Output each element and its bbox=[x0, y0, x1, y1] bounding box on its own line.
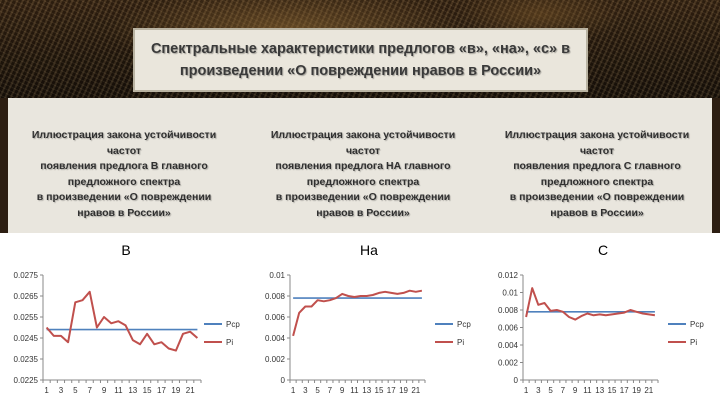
caption-line: появления предлога С главного bbox=[513, 160, 681, 172]
series-line-pi bbox=[292, 289, 423, 337]
x-tick-label: 11 bbox=[583, 386, 592, 395]
x-tick-label: 21 bbox=[186, 386, 195, 395]
caption-line: в произведении «О повреждении bbox=[509, 191, 685, 203]
y-tick-label: 0.0255 bbox=[14, 313, 39, 322]
caption-line: предложного спектра bbox=[306, 175, 420, 188]
x-tick-label: 1 bbox=[291, 386, 296, 395]
caption-line: в произведении «О повреждении bbox=[275, 191, 451, 203]
band-edge-right bbox=[712, 98, 720, 233]
y-tick-label: 0.0245 bbox=[14, 334, 39, 343]
legend-label-pcp: Pcp bbox=[226, 320, 240, 329]
y-tick-label: 0.002 bbox=[498, 359, 519, 368]
chart-na-title: На bbox=[360, 242, 378, 258]
x-tick-label: 15 bbox=[608, 386, 617, 395]
caption-line: в произведении «О повреждении bbox=[36, 191, 212, 203]
x-tick-label: 11 bbox=[114, 386, 123, 395]
title-box: Спектральные характеристики предлогов «в… bbox=[133, 28, 588, 92]
caption-v: Иллюстрация закона устойчивости частот п… bbox=[14, 128, 234, 221]
x-tick-label: 9 bbox=[340, 386, 345, 395]
series-line-pi bbox=[525, 287, 656, 321]
caption-band bbox=[0, 98, 720, 233]
caption-line: нравов в России» bbox=[316, 206, 410, 219]
chart-v-title: В bbox=[121, 242, 131, 258]
y-tick-label: 0.006 bbox=[265, 313, 286, 322]
caption-line: нравов в России» bbox=[77, 206, 171, 219]
x-tick-label: 5 bbox=[73, 386, 78, 395]
x-tick-label: 13 bbox=[128, 386, 137, 395]
x-tick-label: 3 bbox=[536, 386, 541, 395]
x-tick-label: 3 bbox=[59, 386, 64, 395]
legend-label-pi: Pi bbox=[457, 338, 464, 347]
caption-line: предложного спектра bbox=[540, 175, 654, 188]
x-tick-label: 11 bbox=[350, 386, 359, 395]
y-tick-label: 0.0225 bbox=[14, 376, 39, 385]
x-tick-label: 7 bbox=[87, 386, 92, 395]
slide-title: Спектральные характеристики предлогов «в… bbox=[150, 41, 571, 79]
y-tick-label: 0 bbox=[514, 376, 519, 385]
x-tick-label: 7 bbox=[561, 386, 566, 395]
x-tick-label: 9 bbox=[573, 386, 578, 395]
y-tick-label: 0.004 bbox=[265, 334, 286, 343]
x-tick-label: 5 bbox=[315, 386, 320, 395]
y-tick-label: 0.006 bbox=[498, 324, 519, 333]
x-tick-label: 3 bbox=[303, 386, 308, 395]
legend-label-pcp: Pcp bbox=[690, 320, 704, 329]
caption-line: Иллюстрация закона устойчивости частот bbox=[270, 129, 456, 157]
y-tick-label: 0.008 bbox=[265, 292, 286, 301]
y-tick-label: 0.004 bbox=[498, 341, 519, 350]
legend-label-pi: Pi bbox=[690, 338, 697, 347]
x-tick-label: 17 bbox=[157, 386, 166, 395]
x-tick-label: 1 bbox=[524, 386, 529, 395]
chart-s-title: С bbox=[597, 242, 609, 258]
caption-s: Иллюстрация закона устойчивости частот п… bbox=[487, 128, 707, 221]
x-tick-label: 19 bbox=[171, 386, 180, 395]
y-tick-label: 0.012 bbox=[498, 271, 519, 280]
caption-line: предложного спектра bbox=[67, 175, 181, 188]
y-tick-label: 0 bbox=[281, 376, 286, 385]
x-tick-label: 15 bbox=[375, 386, 384, 395]
x-tick-label: 1 bbox=[44, 386, 49, 395]
x-tick-label: 5 bbox=[548, 386, 553, 395]
x-tick-label: 7 bbox=[328, 386, 333, 395]
y-tick-label: 0.002 bbox=[265, 355, 286, 364]
y-tick-label: 0.0235 bbox=[14, 355, 39, 364]
x-tick-label: 17 bbox=[387, 386, 396, 395]
x-tick-label: 19 bbox=[399, 386, 408, 395]
x-tick-label: 19 bbox=[632, 386, 641, 395]
legend-label-pcp: Pcp bbox=[457, 320, 471, 329]
caption-line: появления предлога В главного bbox=[40, 160, 208, 172]
x-tick-label: 21 bbox=[644, 386, 653, 395]
caption-line: Иллюстрация закона устойчивости частот bbox=[504, 129, 690, 157]
y-tick-label: 0.0265 bbox=[14, 292, 39, 301]
caption-line: нравов в России» bbox=[550, 206, 644, 219]
y-tick-label: 0.008 bbox=[498, 306, 519, 315]
caption-na: Иллюстрация закона устойчивости частот п… bbox=[253, 128, 473, 221]
y-tick-label: 0.01 bbox=[269, 271, 285, 280]
y-tick-label: 0.0275 bbox=[14, 271, 39, 280]
x-tick-label: 15 bbox=[143, 386, 152, 395]
caption-line: появления предлога НА главного bbox=[275, 160, 451, 172]
x-tick-label: 9 bbox=[102, 386, 107, 395]
x-tick-label: 17 bbox=[620, 386, 629, 395]
x-tick-label: 13 bbox=[595, 386, 604, 395]
x-tick-label: 13 bbox=[362, 386, 371, 395]
series-line-pi bbox=[45, 290, 199, 352]
x-tick-label: 21 bbox=[411, 386, 420, 395]
y-tick-label: 0.01 bbox=[502, 289, 518, 298]
band-edge-left bbox=[0, 98, 8, 233]
legend-label-pi: Pi bbox=[226, 338, 233, 347]
caption-line: Иллюстрация закона устойчивости частот bbox=[31, 129, 217, 157]
